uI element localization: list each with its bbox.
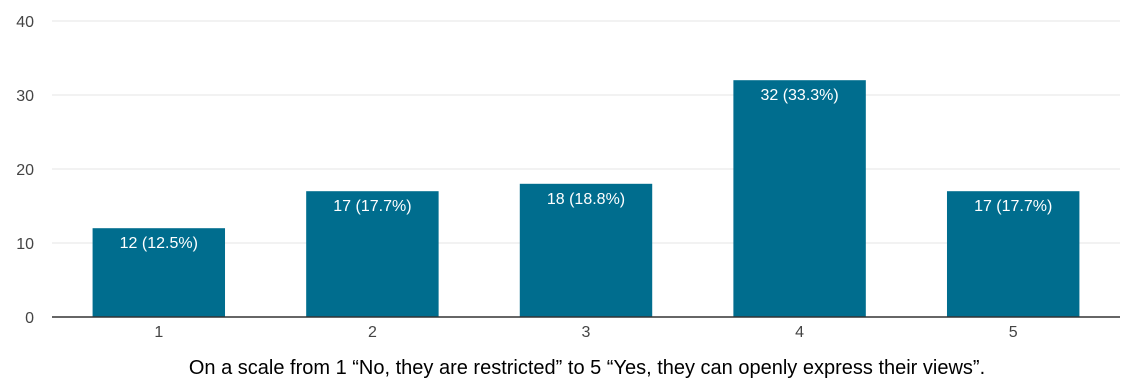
x-axis-ticks: 1 2 3 4 5 [154,324,1017,341]
bar-2 [306,191,439,317]
bar-data-label: 32 (33.3%) [760,87,838,104]
bar-data-label: 18 (18.8%) [547,191,625,208]
y-tick-label: 30 [16,88,34,105]
x-tick-label: 4 [795,324,804,341]
x-tick-label: 2 [368,324,377,341]
bar-data-label: 17 (17.7%) [974,198,1052,215]
x-tick-label: 1 [154,324,163,341]
bar-4 [733,80,866,317]
bar-5 [946,191,1080,317]
bar-3 [519,183,653,317]
y-tick-label: 20 [16,162,34,179]
x-tick-label: 3 [582,324,591,341]
bar-1 [92,228,226,317]
bar-data-label: 12 (12.5%) [120,235,198,252]
x-tick-label: 5 [1009,324,1018,341]
bar-data-labels: 12 (12.5%) 17 (17.7%) 18 (18.8%) 32 (33.3%)… [120,87,1053,252]
y-tick-label: 10 [16,236,34,253]
bar-data-label: 17 (17.7%) [333,198,411,215]
y-tick-label: 40 [16,14,34,31]
y-axis-ticks: 0 10 20 30 40 [16,14,34,327]
x-axis-title: On a scale from 1 “No, they are restrict… [189,357,985,379]
y-tick-label: 0 [25,310,34,327]
bars [92,80,1080,317]
